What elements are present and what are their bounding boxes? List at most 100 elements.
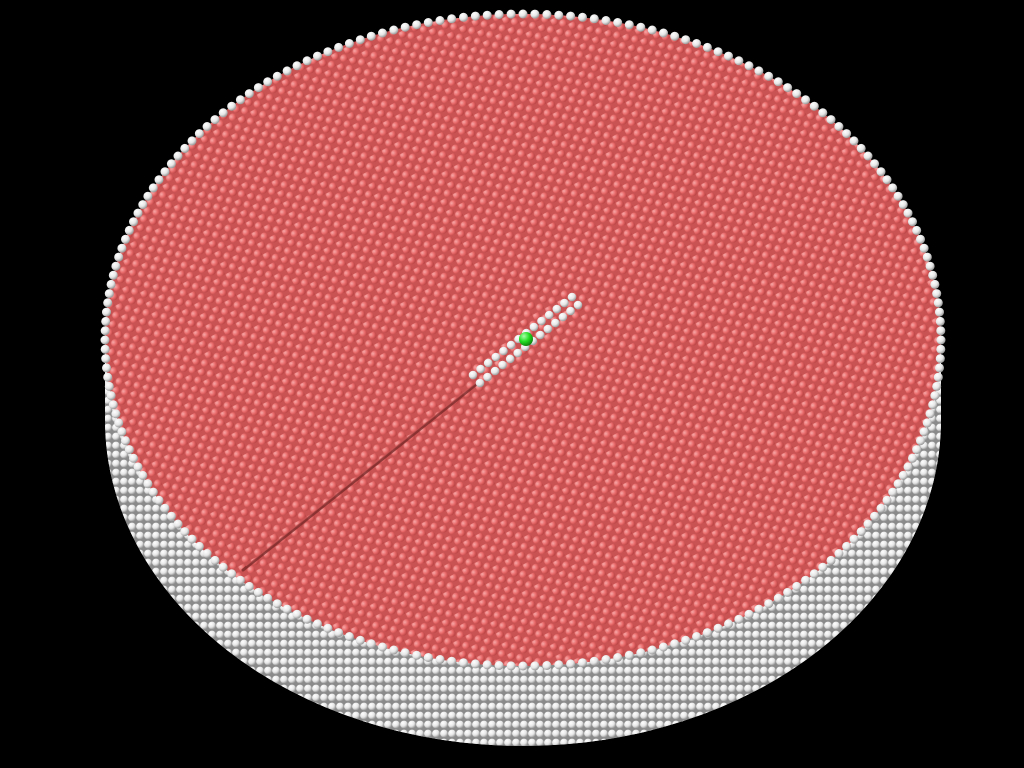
rim-atom xyxy=(263,77,273,87)
rim-atom xyxy=(470,11,480,21)
rim-atom xyxy=(101,354,111,364)
rim-atom xyxy=(589,14,599,24)
rim-atom xyxy=(734,614,744,624)
rim-atom xyxy=(235,95,245,105)
rim-atom xyxy=(754,604,764,614)
rim-atom xyxy=(355,635,365,645)
rim-atom xyxy=(111,261,121,271)
rim-atom xyxy=(108,400,118,410)
rim-atom xyxy=(160,167,170,177)
rim-atom xyxy=(922,418,932,428)
defect-atom xyxy=(499,346,508,356)
rim-atom xyxy=(104,381,114,391)
defect-atom xyxy=(558,312,568,322)
rim-atom xyxy=(173,519,183,529)
rim-atom xyxy=(863,151,873,161)
rim-atom xyxy=(870,511,880,521)
rim-atom xyxy=(482,660,492,670)
rim-atom xyxy=(180,527,190,537)
rim-atom xyxy=(754,66,764,76)
rim-atom xyxy=(893,191,903,201)
rim-atom xyxy=(928,400,938,410)
rim-atom xyxy=(870,159,880,169)
rim-atom xyxy=(912,445,922,455)
rim-atom xyxy=(809,569,819,579)
rim-atom xyxy=(482,10,492,20)
rim-atom xyxy=(138,200,148,210)
rim-atom xyxy=(692,39,702,48)
rim-atom xyxy=(292,609,302,619)
rim-atom xyxy=(903,462,913,472)
rim-atom xyxy=(935,354,945,364)
rim-atom xyxy=(313,51,322,61)
defect-atom xyxy=(536,330,545,340)
defect-atom xyxy=(505,354,515,364)
rim-atom xyxy=(876,167,886,177)
rim-atom xyxy=(148,183,158,193)
rim-atom xyxy=(670,31,680,41)
rim-atom xyxy=(187,136,197,146)
rim-atom xyxy=(272,599,282,609)
rim-atom xyxy=(932,381,942,391)
marker-atom-green xyxy=(519,332,533,346)
rim-atom xyxy=(218,108,228,118)
rim-atom xyxy=(302,56,312,66)
defect-atom xyxy=(506,340,516,350)
rim-atom xyxy=(659,642,668,652)
defect-atom xyxy=(566,306,575,316)
rim-atom xyxy=(912,225,922,235)
rim-atom xyxy=(801,575,811,585)
rim-atom xyxy=(235,575,245,585)
rim-atom xyxy=(936,335,946,345)
rim-atom xyxy=(702,628,712,638)
rim-atom xyxy=(506,9,516,19)
rim-atom xyxy=(400,22,410,32)
rim-atom xyxy=(724,619,733,629)
rim-atom xyxy=(681,35,691,45)
rim-atom xyxy=(114,418,124,428)
rim-atom xyxy=(202,549,212,558)
rim-atom xyxy=(101,316,111,326)
rim-atom xyxy=(366,639,376,649)
rim-atom xyxy=(936,326,946,336)
rim-atom xyxy=(826,555,836,565)
rim-atom xyxy=(423,653,433,662)
rim-atom xyxy=(935,316,945,326)
rim-atom xyxy=(103,298,113,308)
rim-atom xyxy=(244,89,254,99)
defect-atom xyxy=(490,366,500,376)
rim-atom xyxy=(400,648,410,658)
rim-atom xyxy=(518,661,528,671)
rim-atom xyxy=(792,581,802,591)
rim-atom xyxy=(818,108,828,118)
rim-atom xyxy=(773,593,783,603)
rim-atom xyxy=(447,656,457,666)
rim-atom xyxy=(578,658,587,668)
rim-atom xyxy=(834,549,844,558)
defect-atom xyxy=(491,352,501,362)
rim-atom xyxy=(124,225,134,235)
rim-atom xyxy=(932,289,942,299)
defect-atom xyxy=(543,324,553,334)
rim-atom xyxy=(344,39,354,48)
defect-atom xyxy=(498,360,507,370)
rim-atom xyxy=(117,243,127,253)
rim-atom xyxy=(282,604,292,614)
defect-atom xyxy=(483,358,493,368)
rim-atom xyxy=(801,95,811,105)
rim-atom xyxy=(849,136,859,146)
defect-atom xyxy=(476,364,485,374)
rim-atom xyxy=(355,35,365,45)
rim-atom xyxy=(154,495,164,505)
rim-atom xyxy=(809,101,819,111)
rim-atom xyxy=(412,20,422,30)
rim-atom xyxy=(121,436,130,446)
rim-atom xyxy=(624,650,634,660)
rim-atom xyxy=(919,243,929,253)
rim-atom xyxy=(670,639,680,649)
rim-atom xyxy=(323,623,333,633)
rim-atom xyxy=(344,632,354,641)
rim-atom xyxy=(117,427,127,437)
defect-atom xyxy=(551,318,560,328)
rim-atom xyxy=(435,655,445,664)
